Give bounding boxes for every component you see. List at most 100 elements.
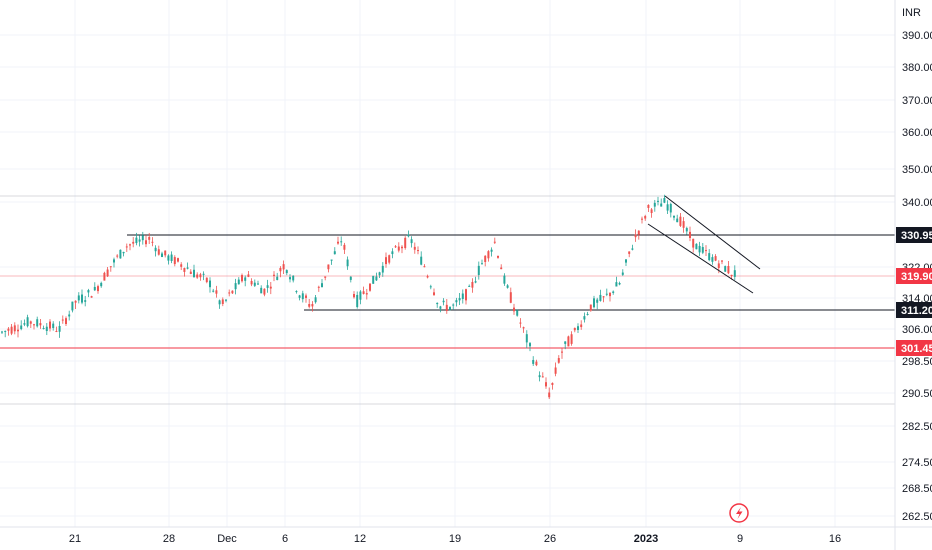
candle-body	[634, 234, 637, 238]
candle-body	[177, 258, 179, 262]
candle-body	[93, 286, 96, 291]
candle-body	[551, 382, 554, 385]
candle-body	[61, 319, 64, 321]
candle-body	[173, 257, 176, 265]
candle-body	[583, 316, 586, 320]
candle-body	[650, 209, 653, 214]
time-tick-label: 21	[69, 533, 81, 545]
candle-body	[148, 237, 151, 240]
candle-body	[138, 239, 141, 242]
candle-body	[391, 251, 394, 255]
candle-body	[324, 276, 327, 278]
candle-body	[474, 281, 477, 283]
price-tick-label: 370.00	[902, 95, 932, 107]
price-badge	[896, 268, 932, 284]
candle-body	[106, 269, 109, 277]
candle-body	[29, 321, 32, 324]
candle-body	[23, 323, 26, 325]
candle-body	[311, 304, 314, 307]
candle-body	[132, 241, 135, 244]
candle-body	[548, 392, 551, 398]
candle-body	[317, 286, 320, 288]
candle-body	[698, 245, 701, 253]
candle-body	[471, 281, 474, 288]
candle-body	[385, 257, 387, 265]
price-badge-label: 311.20	[901, 305, 932, 317]
candle-body	[26, 317, 29, 327]
candle-body	[481, 263, 483, 265]
candle-body	[490, 249, 493, 252]
candle-body	[141, 235, 144, 241]
time-axis[interactable]: 21 28 Dec 6 12 19 26 2023 9 16	[69, 533, 841, 545]
candle-body	[631, 248, 634, 250]
candle-body	[625, 259, 627, 263]
candle-body	[522, 327, 525, 329]
candle-body	[580, 324, 583, 328]
candle-body	[519, 322, 522, 324]
candle-body	[337, 241, 339, 244]
candle-body	[199, 274, 202, 278]
candle-body	[458, 298, 461, 301]
candle-body	[717, 263, 720, 268]
candle-body	[228, 292, 231, 294]
candle-body	[426, 276, 429, 278]
candle-body	[436, 302, 439, 305]
candle-body	[356, 294, 359, 308]
candle-body	[461, 293, 464, 299]
candle-body	[321, 283, 323, 288]
candle-body	[218, 300, 221, 305]
candle-body	[602, 296, 605, 298]
candle-body	[647, 204, 650, 208]
candle-body	[711, 257, 714, 262]
price-tick-label: 262.50	[902, 511, 932, 523]
candle-body	[273, 274, 275, 276]
candle-body	[541, 376, 544, 378]
candle-body	[394, 246, 397, 248]
price-tick-label: 340.00	[902, 197, 932, 209]
candle-body	[708, 253, 711, 261]
candle-body	[669, 203, 672, 213]
candle-body	[465, 289, 467, 301]
candle-body	[17, 329, 19, 332]
candle-body	[429, 286, 432, 288]
price-badge-label: 319.90	[901, 271, 932, 283]
candle-body	[567, 336, 570, 347]
price-tick-label: 290.50	[902, 388, 932, 400]
candle-body	[506, 285, 509, 288]
candle-body	[135, 237, 138, 244]
candle-body	[4, 330, 7, 332]
candle-body	[397, 246, 400, 251]
price-tick-label: 380.00	[902, 62, 932, 74]
flash-icon[interactable]	[729, 503, 749, 523]
candle-body	[205, 277, 208, 283]
candle-body	[170, 254, 173, 262]
candle-body	[554, 367, 557, 374]
price-tick-label: 390.00	[902, 30, 932, 42]
candle-body	[628, 251, 631, 254]
candle-body	[1, 331, 3, 333]
candle-body	[109, 266, 112, 268]
candle-body	[605, 293, 608, 295]
candle-body	[33, 324, 35, 326]
candle-body	[666, 204, 669, 211]
candle-body	[282, 264, 285, 270]
candle-body	[388, 255, 391, 263]
candle-body	[129, 244, 131, 246]
candle-body	[513, 307, 515, 312]
candle-body	[289, 277, 291, 280]
candle-body	[612, 291, 615, 293]
candle-body	[340, 241, 343, 243]
candle-body	[497, 255, 499, 258]
candle-body	[564, 341, 567, 344]
candle-body	[586, 313, 589, 315]
candle-body	[423, 266, 426, 268]
candle-body	[644, 216, 647, 219]
candle-body	[695, 243, 698, 250]
time-tick-label: 6	[282, 533, 288, 545]
candle-body	[68, 314, 71, 317]
candle-body	[378, 272, 381, 276]
candle-body	[125, 246, 128, 248]
candle-body	[183, 268, 186, 272]
